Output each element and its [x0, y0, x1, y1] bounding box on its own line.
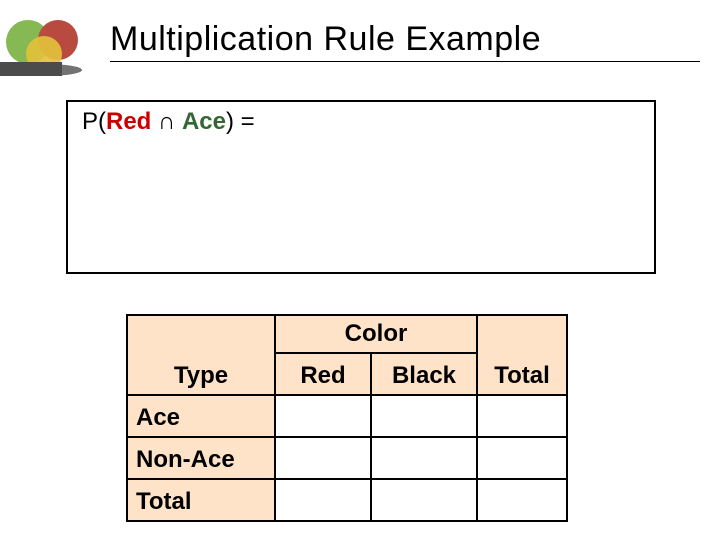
- table-row: Ace: [127, 395, 567, 437]
- header-color: Color: [275, 315, 477, 353]
- cell-nonace-black: [371, 437, 477, 479]
- cell-total-red: [275, 479, 371, 521]
- slide-title: Multiplication Rule Example: [110, 20, 700, 62]
- cell-total-black: [371, 479, 477, 521]
- formula-intersection: ∩: [151, 108, 182, 135]
- cell-total-total: [477, 479, 567, 521]
- row-label-total: Total: [127, 479, 275, 521]
- contingency-table: Type Color Total Red Black Ace Non-Ace T…: [126, 314, 568, 522]
- table-row: Non-Ace: [127, 437, 567, 479]
- formula-p-open: P(: [82, 108, 106, 135]
- formula-p-close: ) =: [226, 108, 255, 135]
- title-shadow-bar: [0, 62, 62, 76]
- formula-expression: P(Red ∩ Ace) =: [82, 108, 255, 136]
- table-row: Type Color Total: [127, 315, 567, 353]
- row-label-nonace: Non-Ace: [127, 437, 275, 479]
- formula-red: Red: [106, 108, 151, 135]
- formula-ace: Ace: [182, 108, 226, 135]
- cell-nonace-red: [275, 437, 371, 479]
- header-red: Red: [275, 353, 371, 395]
- title-wrap: Multiplication Rule Example: [110, 20, 700, 62]
- cell-ace-total: [477, 395, 567, 437]
- cell-ace-black: [371, 395, 477, 437]
- header-total: Total: [477, 315, 567, 395]
- header-type: Type: [127, 315, 275, 395]
- cell-ace-red: [275, 395, 371, 437]
- row-label-ace: Ace: [127, 395, 275, 437]
- table-row: Total: [127, 479, 567, 521]
- header-black: Black: [371, 353, 477, 395]
- cell-nonace-total: [477, 437, 567, 479]
- formula-box: P(Red ∩ Ace) =: [66, 100, 656, 274]
